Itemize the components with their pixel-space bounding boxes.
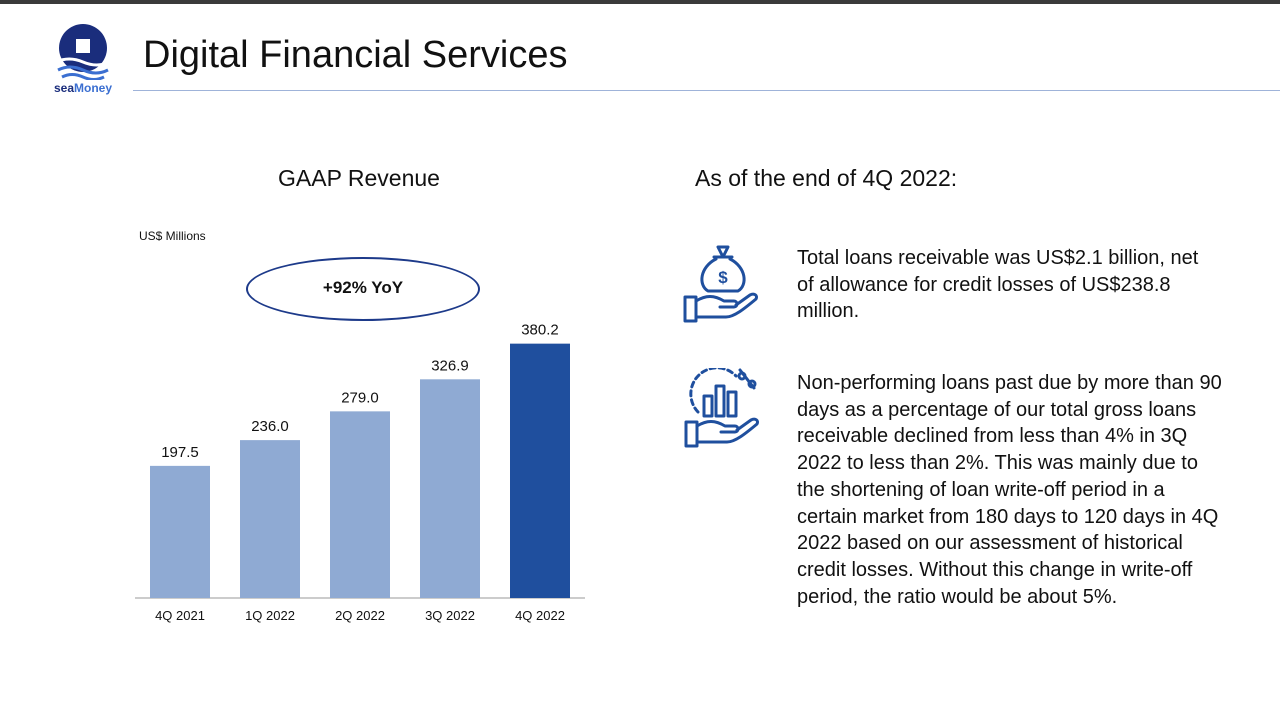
npl-ratio-text: Non-performing loans past due by more th…: [797, 372, 1222, 608]
bar-3q-2022: [420, 379, 480, 598]
logo-wordmark: seaMoney: [48, 81, 118, 95]
bar-4q-2021: [150, 465, 210, 598]
bar-value-label: 197.5: [161, 444, 199, 461]
title-divider: [133, 90, 1280, 91]
bar-value-label: 236.0: [251, 418, 289, 435]
bar-2q-2022: [330, 411, 390, 598]
chart-percent-hand-icon: [684, 368, 762, 448]
logo-word-sea: sea: [53, 81, 74, 95]
money-bag-hand-icon: $: [682, 243, 760, 323]
x-tick-label: 4Q 2021: [155, 608, 205, 623]
bar-value-label: 380.2: [521, 322, 559, 339]
svg-text:$: $: [718, 268, 728, 287]
bar-value-label: 326.9: [431, 357, 469, 374]
logo-emblem-icon: [55, 24, 111, 80]
chart-title: GAAP Revenue: [278, 165, 440, 191]
yoy-callout-text: +92% YoY: [322, 278, 404, 297]
x-tick-label: 2Q 2022: [335, 608, 385, 623]
seamoney-logo: seaMoney: [48, 24, 118, 98]
x-tick-label: 4Q 2022: [515, 608, 565, 623]
x-tick-label: 1Q 2022: [245, 608, 295, 623]
x-tick-label: 3Q 2022: [425, 608, 475, 623]
loans-receivable-text: Total loans receivable was US$2.1 billio…: [797, 247, 1199, 323]
bar-value-label: 279.0: [341, 389, 379, 406]
page-title: Digital Financial Services: [143, 34, 568, 76]
logo-word-money: Money: [74, 81, 113, 95]
bar-4q-2022: [510, 343, 570, 598]
bar-1q-2022: [240, 440, 300, 598]
yoy-callout-oval: [246, 257, 480, 321]
window-top-bar: [0, 0, 1280, 4]
revenue-bar-chart: 197.5 4Q 2021 236.0 1Q 2022 279.0 2Q 2022 326.…: [135, 322, 585, 623]
right-heading: As of the end of 4Q 2022:: [695, 165, 958, 191]
chart-unit-label: US$ Millions: [139, 229, 206, 243]
